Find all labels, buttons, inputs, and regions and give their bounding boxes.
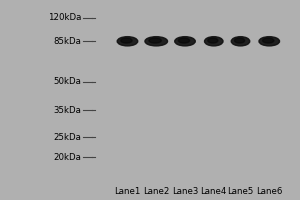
Text: Lane1: Lane1 [114, 187, 141, 196]
Ellipse shape [259, 37, 280, 46]
Text: Lane6: Lane6 [256, 187, 282, 196]
Ellipse shape [178, 38, 190, 43]
Ellipse shape [145, 37, 167, 46]
Text: Lane3: Lane3 [172, 187, 198, 196]
Ellipse shape [231, 37, 250, 46]
Text: 120kDa: 120kDa [48, 13, 81, 22]
Text: Lane2: Lane2 [143, 187, 170, 196]
Text: Lane4: Lane4 [201, 187, 227, 196]
Ellipse shape [149, 38, 161, 43]
Ellipse shape [175, 37, 195, 46]
Ellipse shape [262, 38, 274, 43]
Text: 25kDa: 25kDa [53, 133, 81, 142]
Ellipse shape [117, 37, 138, 46]
Ellipse shape [205, 37, 223, 46]
Ellipse shape [235, 38, 244, 43]
Text: 85kDa: 85kDa [53, 37, 81, 46]
Ellipse shape [208, 38, 218, 43]
Text: 20kDa: 20kDa [53, 153, 81, 162]
Ellipse shape [121, 38, 132, 43]
Text: Lane5: Lane5 [227, 187, 254, 196]
Text: 50kDa: 50kDa [53, 77, 81, 86]
Text: 35kDa: 35kDa [53, 106, 81, 115]
